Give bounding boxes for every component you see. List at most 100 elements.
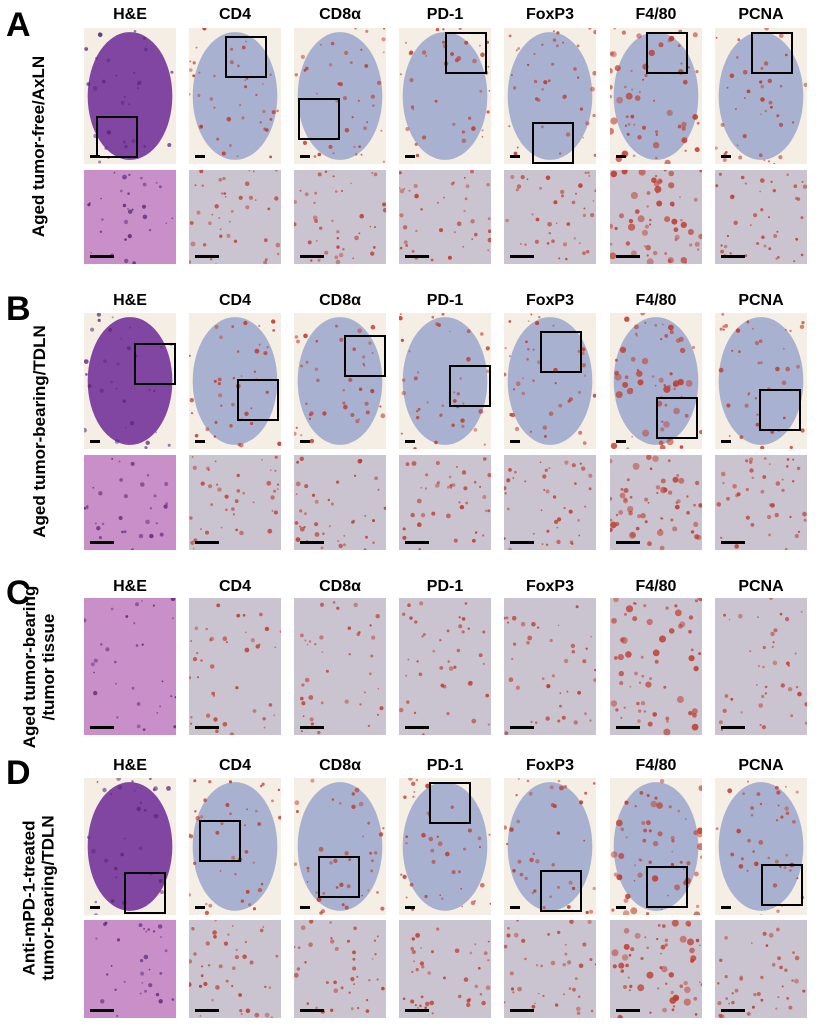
scale-bar	[405, 1009, 429, 1012]
scale-bar	[195, 541, 219, 544]
column-header: FoxP3	[525, 757, 574, 774]
micrograph-low-mag	[610, 778, 702, 915]
inset-region-box	[751, 32, 793, 74]
inset-region-box	[759, 389, 801, 431]
scale-bar	[195, 255, 219, 258]
micrograph-low-mag	[610, 313, 702, 449]
micrograph-low-mag	[399, 313, 491, 449]
inset-region-box	[199, 820, 241, 862]
micrograph-low-mag	[715, 28, 807, 164]
inset-region-box	[134, 343, 176, 385]
column-header: CD8α	[319, 292, 361, 309]
scale-bar	[510, 155, 520, 158]
micrograph-low-mag	[84, 778, 176, 915]
scale-bar	[300, 155, 310, 158]
micrograph-low-mag	[84, 313, 176, 449]
micrograph-high-mag	[294, 455, 386, 550]
scale-bar	[195, 1009, 219, 1012]
inset-region-box	[540, 331, 582, 373]
panel-letter-d: D	[6, 754, 31, 792]
inset-region-box	[449, 365, 491, 407]
inset-region-box	[646, 32, 688, 74]
micrograph-high-mag	[189, 920, 281, 1018]
micrograph-high-mag	[294, 170, 386, 264]
inset-region-box	[429, 782, 471, 824]
scale-bar	[510, 906, 520, 909]
column-header: CD4	[218, 578, 251, 595]
row-label-c: Aged tumor-bearing /tumor tissue	[20, 585, 59, 748]
column-header: PCNA	[738, 6, 784, 23]
micrograph-high-mag	[715, 455, 807, 550]
scale-bar	[90, 440, 100, 443]
inset-region-box	[540, 870, 582, 912]
scale-bar	[90, 255, 114, 258]
scale-bar	[721, 1009, 745, 1012]
micrograph-high-mag	[189, 455, 281, 550]
micrograph-high-mag	[84, 170, 176, 264]
micrograph-low-mag	[715, 778, 807, 915]
scale-bar	[300, 541, 324, 544]
micrograph-high-mag	[610, 920, 702, 1018]
column-header: F4/80	[635, 292, 677, 309]
scale-bar	[195, 440, 205, 443]
row-label-d: Anti-mPD-1-treated tumor-bearing/TDLN	[20, 815, 58, 981]
micrograph-low-mag	[399, 28, 491, 164]
micrograph-low-mag	[504, 598, 596, 735]
column-header: H&E	[113, 757, 147, 774]
micrograph-low-mag	[84, 598, 176, 735]
scale-bar	[616, 541, 640, 544]
micrograph-low-mag	[189, 313, 281, 449]
scale-bar	[616, 440, 626, 443]
micrograph-high-mag	[715, 170, 807, 264]
scale-bar	[721, 155, 731, 158]
column-header: CD4	[218, 757, 251, 774]
scale-bar	[90, 906, 100, 909]
column-header: PD-1	[426, 578, 464, 595]
inset-region-box	[532, 122, 574, 164]
column-header: H&E	[113, 6, 147, 23]
scale-bar	[90, 726, 114, 729]
scale-bar	[721, 440, 731, 443]
scale-bar	[90, 1009, 114, 1012]
micrograph-low-mag	[715, 313, 807, 449]
micrograph-high-mag	[294, 920, 386, 1018]
inset-region-box	[646, 866, 688, 908]
scale-bar	[616, 1009, 640, 1012]
scale-bar	[405, 906, 415, 909]
column-header: H&E	[113, 578, 147, 595]
micrograph-low-mag	[399, 778, 491, 915]
scale-bar	[510, 255, 534, 258]
micrograph-low-mag	[294, 313, 386, 449]
scale-bar	[90, 541, 114, 544]
scale-bar	[195, 155, 205, 158]
micrograph-low-mag	[399, 598, 491, 735]
column-header: F4/80	[635, 578, 677, 595]
micrograph-high-mag	[610, 455, 702, 550]
micrograph-low-mag	[610, 28, 702, 164]
micrograph-low-mag	[189, 598, 281, 735]
micrograph-high-mag	[84, 455, 176, 550]
scale-bar	[300, 726, 324, 729]
panel-letter-b: B	[6, 290, 31, 328]
scale-bar	[721, 726, 745, 729]
inset-region-box	[96, 116, 138, 158]
scale-bar	[510, 1009, 534, 1012]
scale-bar	[616, 155, 626, 158]
panel-letter-a: A	[6, 6, 31, 44]
scale-bar	[616, 906, 626, 909]
micrograph-low-mag	[84, 28, 176, 164]
scale-bar	[616, 726, 640, 729]
micrograph-low-mag	[189, 778, 281, 915]
scale-bar	[90, 155, 100, 158]
scale-bar	[721, 255, 745, 258]
micrograph-low-mag	[610, 598, 702, 735]
row-label-a: Aged tumor-free/AxLN	[29, 55, 49, 237]
inset-region-box	[237, 379, 279, 421]
micrograph-low-mag	[504, 28, 596, 164]
column-header: PD-1	[426, 6, 464, 23]
column-header: PD-1	[426, 757, 464, 774]
inset-region-box	[124, 872, 166, 914]
scale-bar	[510, 726, 534, 729]
micrograph-high-mag	[504, 170, 596, 264]
micrograph-high-mag	[504, 920, 596, 1018]
